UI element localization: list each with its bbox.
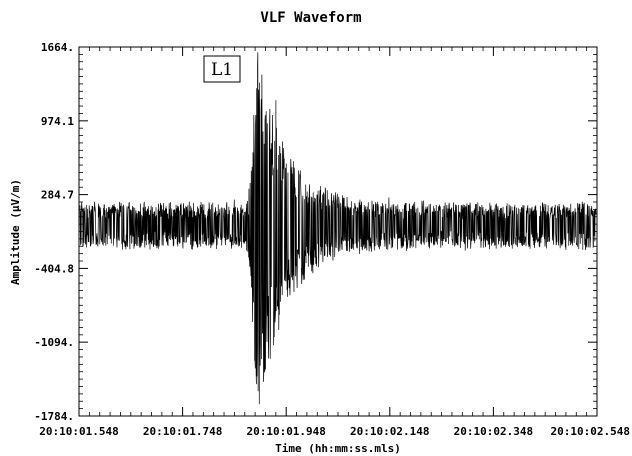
x-tick-label: 20:10:01.748: [143, 425, 222, 438]
annotation-text: L1: [211, 60, 233, 80]
y-tick-label: -1784.: [34, 410, 74, 423]
y-tick-label: 284.7: [41, 189, 74, 202]
y-tick-label: -1094.: [34, 336, 74, 349]
y-tick-label: -404.8: [34, 262, 74, 275]
y-tick-label: 974.1: [41, 115, 74, 128]
annotation-l1: L1: [203, 55, 241, 83]
y-axis-label: Amplitude (μV/m): [9, 179, 22, 285]
x-tick-label: 20:10:02.148: [350, 425, 429, 438]
x-axis-label: Time (hh:mm:ss.mls): [275, 442, 401, 455]
x-tick-label: 20:10:01.948: [246, 425, 325, 438]
x-tick-label: 20:10:02.348: [454, 425, 533, 438]
x-tick-label: 20:10:01.548: [39, 425, 118, 438]
x-tick-label: 20:10:02.548: [551, 425, 630, 438]
y-tick-label: 1664.: [41, 41, 74, 54]
waveform-trace: [79, 52, 597, 405]
x-axis: 20:10:01.548 20:10:01.748 20:10:01.948 20:1…: [39, 47, 630, 438]
minor-ticks: [79, 47, 597, 416]
chart-title: VLF Waveform: [260, 10, 361, 26]
plot-area: [78, 46, 598, 417]
annotation-box: [203, 55, 241, 83]
y-axis: 1664. 974.1 284.7 -404.8 -1094. -1784.: [34, 41, 597, 423]
